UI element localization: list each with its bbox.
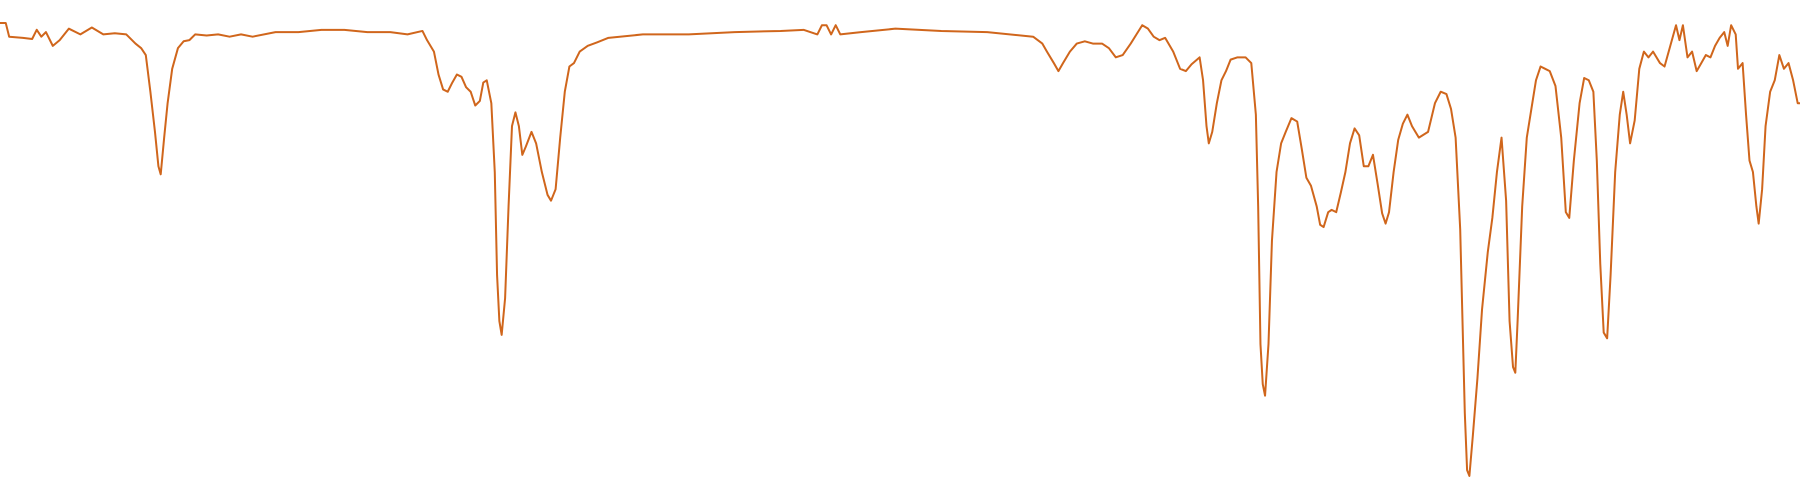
data-line: [0, 21, 1800, 477]
